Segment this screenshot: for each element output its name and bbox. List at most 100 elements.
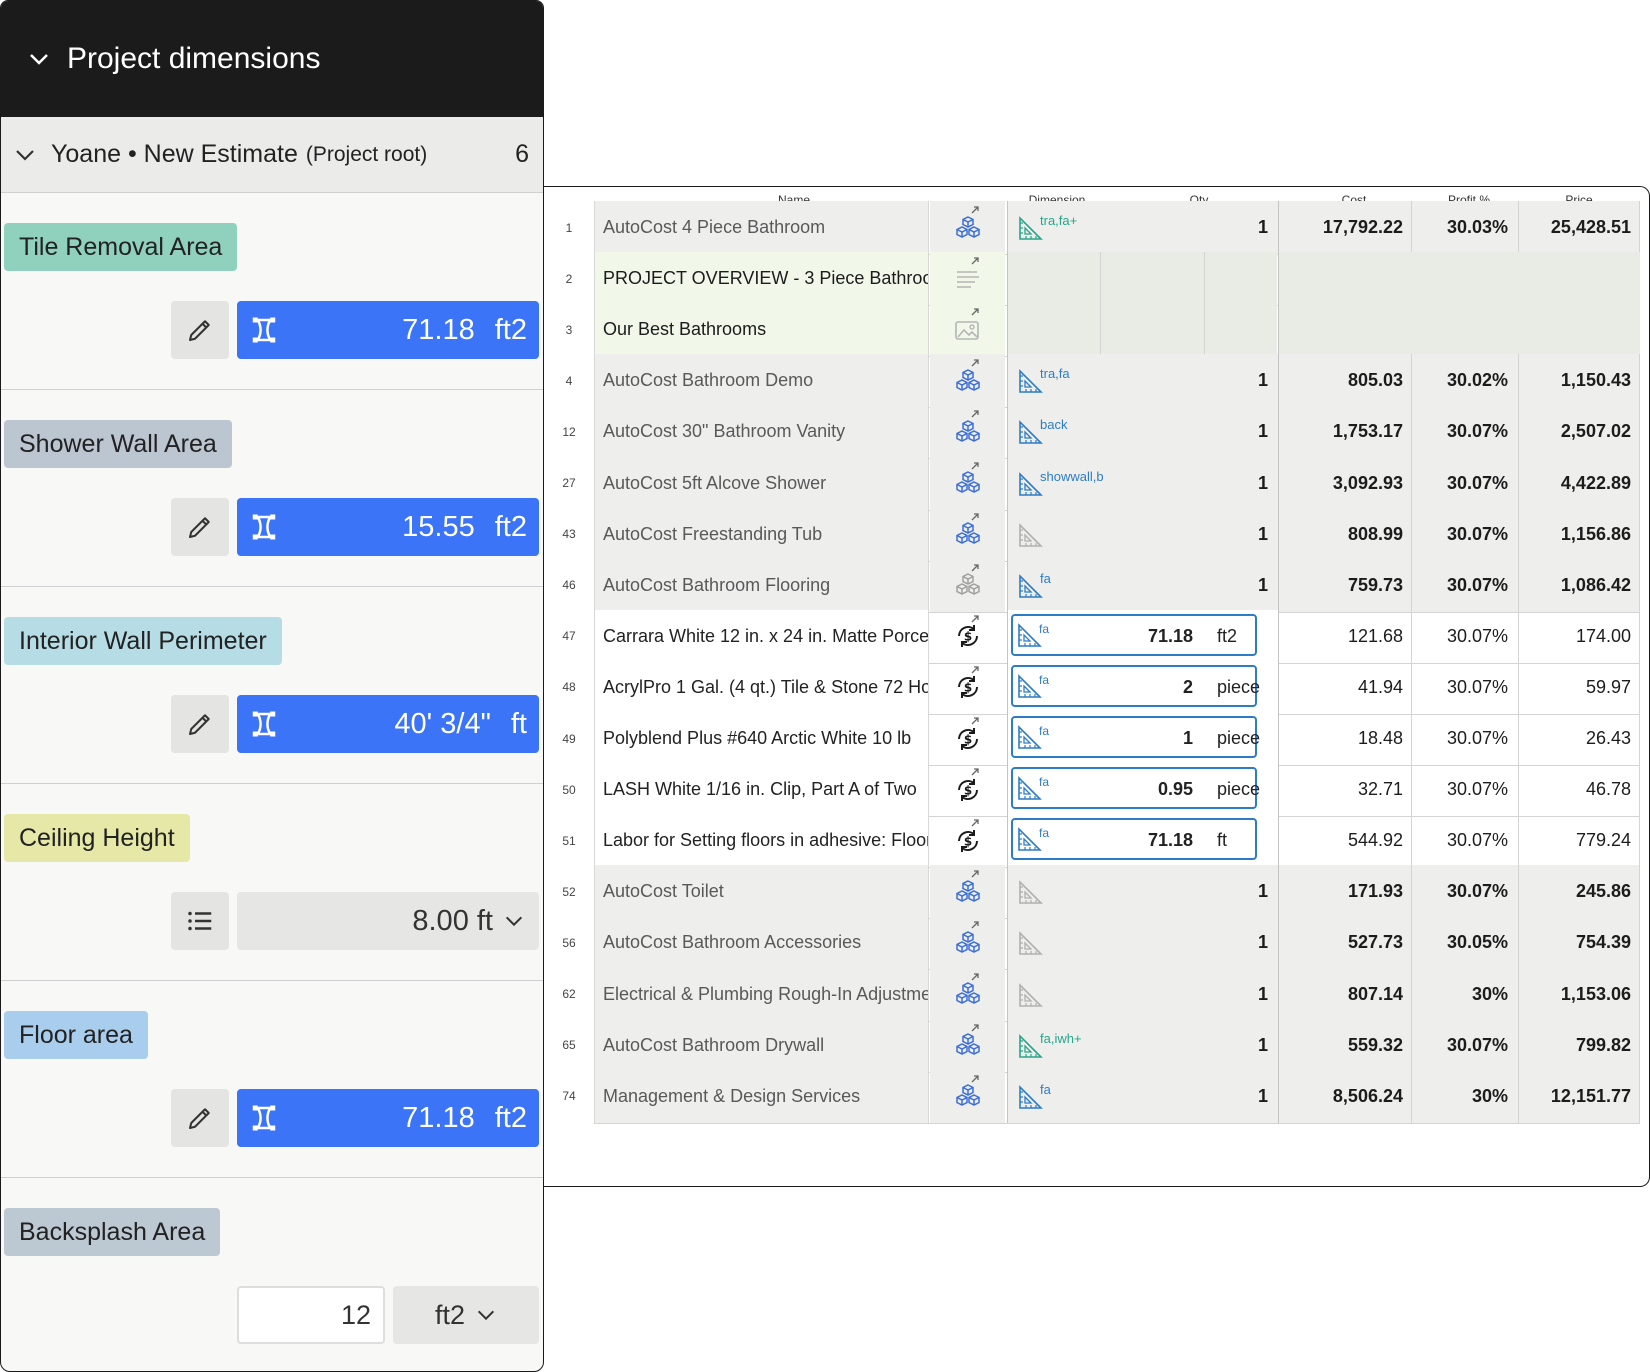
table-row[interactable]: 48 AcrylPro 1 Gal. (4 qt.) Tile & Stone … (544, 660, 1649, 715)
dimension-qty-input[interactable]: fa 71.18 ft2 (1011, 613, 1257, 656)
open-link-icon[interactable] (969, 511, 981, 523)
profit-value[interactable]: 30.07% (1411, 763, 1518, 817)
dimension-qty-input[interactable]: fa 0.95 piece (1011, 767, 1260, 810)
item-name[interactable]: Electrical & Plumbing Rough-In Adjustmen… (594, 967, 929, 1021)
profit-value[interactable]: 30.07% (1411, 1018, 1518, 1072)
item-type[interactable]: $ (930, 661, 1005, 714)
profit-value[interactable]: 30.07% (1411, 865, 1518, 919)
qty-value[interactable]: 1 (1114, 1018, 1278, 1072)
item-name[interactable]: Carrara White 12 in. x 24 in. Matte Porc… (594, 609, 929, 663)
table-row[interactable]: 74 Management & Design Services fa 1 8,50… (544, 1069, 1649, 1124)
item-name[interactable]: Polyblend Plus #640 Arctic White 10 lb (594, 712, 929, 765)
item-type[interactable] (930, 354, 1005, 408)
item-type[interactable]: $ (930, 814, 1005, 867)
value-select[interactable]: 8.00 ft (237, 892, 539, 950)
table-row[interactable]: 47 Carrara White 12 in. x 24 in. Matte P… (544, 609, 1649, 664)
open-link-icon[interactable] (969, 460, 981, 472)
table-row[interactable]: 65 AutoCost Bathroom Drywall fa,iwh+ 1 55… (544, 1018, 1649, 1073)
item-name[interactable]: AutoCost Bathroom Flooring (594, 558, 929, 612)
item-type[interactable] (930, 558, 1005, 612)
open-link-icon[interactable] (969, 613, 981, 625)
profit-value[interactable]: 30.07% (1411, 405, 1518, 459)
dimension-tag[interactable]: Interior Wall Perimeter (4, 617, 282, 665)
table-row[interactable]: 50 LASH White 1/16 in. Clip, Part A of T… (544, 763, 1649, 818)
item-type[interactable] (930, 1069, 1005, 1123)
project-root-row[interactable]: Yoane • New Estimate (Project root) 6 (1, 117, 543, 193)
item-name[interactable]: AutoCost 5ft Alcove Shower (594, 456, 929, 510)
item-type[interactable] (930, 456, 1005, 510)
profit-value[interactable]: 30.02% (1411, 354, 1518, 408)
open-link-icon[interactable] (969, 664, 981, 676)
dimension-tag[interactable]: Shower Wall Area (4, 420, 232, 468)
edit-button[interactable] (171, 1089, 229, 1147)
open-link-icon[interactable] (969, 715, 981, 727)
dimension-tag[interactable]: Ceiling Height (4, 814, 190, 862)
item-name[interactable]: Labor for Setting floors in adhesive: Fl… (594, 814, 929, 868)
item-name[interactable]: AutoCost Bathroom Accessories (594, 916, 929, 970)
item-type[interactable] (930, 916, 1005, 970)
profit-value[interactable]: 30.07% (1411, 558, 1518, 612)
item-type[interactable]: $ (930, 763, 1005, 816)
qty-value[interactable]: 1 (1114, 916, 1278, 970)
qty-value[interactable]: 1 (1114, 558, 1278, 612)
item-type[interactable] (930, 865, 1005, 919)
open-link-icon[interactable] (969, 204, 981, 216)
item-type[interactable] (930, 201, 1005, 254)
table-row[interactable]: 46 AutoCost Bathroom Flooring fa 1 759.73… (544, 558, 1649, 613)
item-type[interactable]: $ (930, 610, 1005, 663)
open-link-icon[interactable] (969, 766, 981, 778)
item-type[interactable] (930, 967, 1005, 1021)
measure-value-button[interactable]: 40' 3/4" ft (237, 695, 539, 753)
table-row[interactable]: 2 PROJECT OVERVIEW - 3 Piece Bathroom (544, 252, 1649, 307)
item-name[interactable]: AutoCost 30" Bathroom Vanity (594, 405, 929, 459)
item-name[interactable]: AutoCost Toilet (594, 865, 929, 919)
qty-value[interactable]: 1 (1114, 865, 1278, 919)
qty-value[interactable]: 1 (1114, 967, 1278, 1021)
edit-button[interactable] (171, 498, 229, 556)
table-row[interactable]: 62 Electrical & Plumbing Rough-In Adjust… (544, 967, 1649, 1022)
item-type[interactable] (930, 507, 1005, 561)
chevron-down-icon[interactable] (27, 47, 51, 71)
profit-value[interactable]: 30.07% (1411, 507, 1518, 561)
open-link-icon[interactable] (969, 868, 981, 880)
table-row[interactable]: 56 AutoCost Bathroom Accessories 1 527.73… (544, 916, 1649, 971)
edit-button[interactable] (171, 301, 229, 359)
table-row[interactable]: 51 Labor for Setting floors in adhesive:… (544, 814, 1649, 869)
profit-value[interactable]: 30% (1411, 1069, 1518, 1123)
item-name[interactable]: PROJECT OVERVIEW - 3 Piece Bathroom (594, 252, 929, 306)
panel-header[interactable]: Project dimensions (1, 1, 543, 117)
dimension-tag[interactable]: Tile Removal Area (4, 223, 238, 271)
open-link-icon[interactable] (969, 919, 981, 931)
dimension-qty-input[interactable]: fa 71.18 ft (1011, 818, 1257, 861)
unit-select[interactable]: ft2 (393, 1286, 539, 1344)
profit-value[interactable]: 30.07% (1411, 814, 1518, 868)
item-name[interactable]: AutoCost 4 Piece Bathroom (594, 201, 929, 254)
open-link-icon[interactable] (969, 817, 981, 829)
table-row[interactable]: 43 AutoCost Freestanding Tub 1 808.99 30.… (544, 507, 1649, 562)
dimension-value-input[interactable]: 12 (237, 1286, 385, 1344)
item-type[interactable] (930, 1018, 1005, 1072)
chevron-down-icon[interactable] (13, 143, 37, 167)
dimension-qty-input[interactable]: fa 2 piece (1011, 664, 1260, 707)
table-row[interactable]: 3 Our Best Bathrooms (544, 303, 1649, 358)
table-row[interactable]: 1 AutoCost 4 Piece Bathroom tra,fa+ 1 17,… (544, 201, 1649, 255)
item-name[interactable]: Our Best Bathrooms (594, 303, 929, 357)
item-name[interactable]: AcrylPro 1 Gal. (4 qt.) Tile & Stone 72 … (594, 660, 929, 714)
open-link-icon[interactable] (969, 306, 981, 318)
qty-value[interactable]: 1 (1114, 507, 1278, 561)
dimension-tag[interactable]: Backsplash Area (4, 1208, 221, 1256)
qty-value[interactable]: 1 (1114, 354, 1278, 408)
table-row[interactable]: 52 AutoCost Toilet 1 171.93 30.07% 245.86 (544, 865, 1649, 920)
open-link-icon[interactable] (969, 1022, 981, 1034)
open-link-icon[interactable] (969, 357, 981, 369)
table-row[interactable]: 12 AutoCost 30" Bathroom Vanity back 1 1,… (544, 405, 1649, 460)
open-link-icon[interactable] (969, 562, 981, 574)
qty-value[interactable]: 1 (1114, 1069, 1278, 1123)
qty-value[interactable]: 1 (1114, 456, 1278, 510)
table-row[interactable]: 4 AutoCost Bathroom Demo tra,fa 1 805.03 … (544, 354, 1649, 409)
table-row[interactable]: 49 Polyblend Plus #640 Arctic White 10 l… (544, 712, 1649, 766)
measure-value-button[interactable]: 71.18 ft2 (237, 1089, 539, 1147)
qty-value[interactable]: 1 (1114, 405, 1278, 459)
edit-button[interactable] (171, 695, 229, 753)
profit-value[interactable]: 30.07% (1411, 609, 1518, 663)
